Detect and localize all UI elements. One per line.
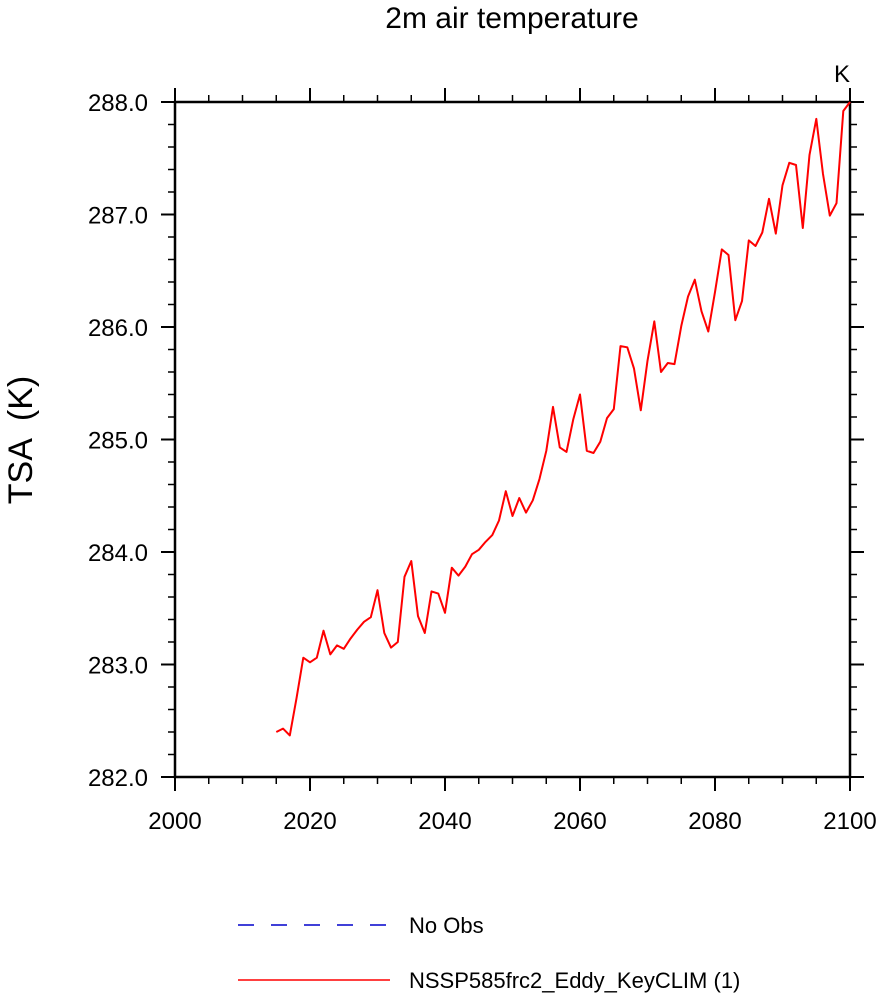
series-layer bbox=[275, 101, 851, 737]
x-tick-label: 2100 bbox=[823, 808, 876, 835]
units-label: K bbox=[834, 61, 850, 88]
y-tick-label: 284.0 bbox=[88, 540, 148, 567]
legend-label: No Obs bbox=[409, 913, 484, 938]
legend-label: NSSP585frc2_Eddy_KeyCLIM (1) bbox=[409, 968, 740, 993]
chart-title: 2m air temperature bbox=[385, 2, 638, 35]
legend: No Obs NSSP585frc2_Eddy_KeyCLIM (1) bbox=[238, 913, 740, 993]
y-tick-label: 288.0 bbox=[88, 90, 148, 117]
x-tick-label: 2020 bbox=[283, 808, 336, 835]
y-tick-label: 285.0 bbox=[88, 428, 148, 455]
x-tick-label: 2000 bbox=[148, 808, 201, 835]
x-tick-label: 2040 bbox=[418, 808, 471, 835]
y-tick-label: 282.0 bbox=[88, 765, 148, 792]
series-line bbox=[275, 101, 851, 737]
y-tick-label: 283.0 bbox=[88, 653, 148, 680]
y-tick-label: 286.0 bbox=[88, 315, 148, 342]
y-tick-label: 287.0 bbox=[88, 203, 148, 230]
axis-ticks: 2000 2020 2040 2060 2080 2100 282.0 283.0 284.0 2… bbox=[88, 88, 877, 835]
y-axis-label: TSA (K) bbox=[2, 376, 40, 504]
plot-frame bbox=[173, 100, 852, 779]
x-tick-label: 2080 bbox=[688, 808, 741, 835]
x-tick-label: 2060 bbox=[553, 808, 606, 835]
